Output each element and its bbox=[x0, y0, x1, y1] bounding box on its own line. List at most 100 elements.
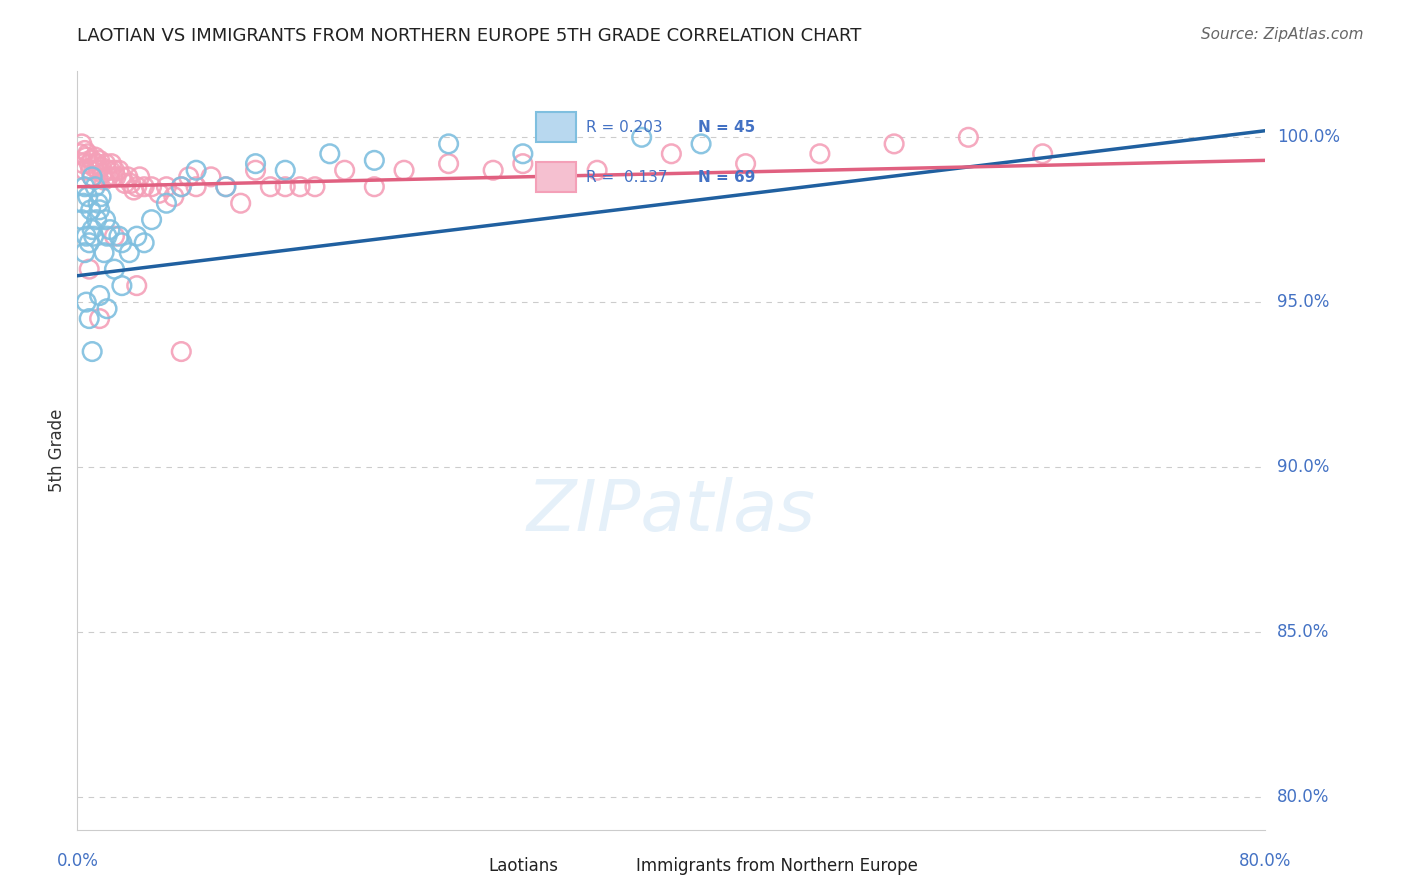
Point bbox=[90, 189, 112, 203]
Point bbox=[84, 150, 107, 164]
Point bbox=[186, 179, 208, 194]
Text: 80.0%: 80.0% bbox=[1277, 788, 1330, 805]
Point bbox=[134, 179, 156, 194]
Point bbox=[586, 163, 609, 178]
Point bbox=[97, 169, 120, 184]
Point bbox=[125, 229, 148, 244]
Point bbox=[77, 262, 100, 277]
Point bbox=[70, 212, 93, 227]
Point bbox=[93, 245, 115, 260]
Text: ZIPatlas: ZIPatlas bbox=[527, 476, 815, 546]
Point bbox=[77, 235, 100, 250]
Point bbox=[82, 169, 104, 184]
Point bbox=[229, 196, 252, 211]
Point bbox=[177, 169, 200, 184]
Point bbox=[82, 222, 104, 236]
Point bbox=[734, 156, 756, 170]
Point bbox=[333, 163, 356, 178]
Point bbox=[437, 156, 460, 170]
Text: Source: ZipAtlas.com: Source: ZipAtlas.com bbox=[1201, 27, 1364, 42]
Text: 90.0%: 90.0% bbox=[1277, 458, 1330, 476]
Point bbox=[75, 150, 97, 164]
Point bbox=[104, 169, 127, 184]
Point bbox=[96, 229, 118, 244]
Point bbox=[319, 146, 342, 161]
Point bbox=[120, 177, 142, 191]
Point bbox=[84, 179, 107, 194]
Point bbox=[122, 183, 145, 197]
Text: 85.0%: 85.0% bbox=[1277, 623, 1330, 640]
Text: 80.0%: 80.0% bbox=[1239, 853, 1292, 871]
Point bbox=[245, 163, 267, 178]
Point bbox=[77, 156, 100, 170]
Point bbox=[100, 156, 122, 170]
Point bbox=[117, 169, 139, 184]
Point bbox=[215, 179, 238, 194]
Point bbox=[89, 288, 111, 302]
Point bbox=[128, 169, 150, 184]
Point bbox=[96, 163, 118, 178]
Point bbox=[87, 163, 110, 178]
Point bbox=[103, 229, 125, 244]
Text: LAOTIAN VS IMMIGRANTS FROM NORTHERN EUROPE 5TH GRADE CORRELATION CHART: LAOTIAN VS IMMIGRANTS FROM NORTHERN EURO… bbox=[77, 27, 862, 45]
Point bbox=[134, 235, 156, 250]
Point bbox=[72, 196, 94, 211]
Point bbox=[103, 262, 125, 277]
Point bbox=[111, 278, 134, 293]
Point bbox=[82, 169, 104, 184]
Point bbox=[883, 136, 905, 151]
Point bbox=[90, 160, 112, 174]
Point bbox=[80, 163, 103, 178]
Point bbox=[957, 130, 980, 145]
Point bbox=[103, 163, 125, 178]
Point bbox=[111, 169, 134, 184]
Point bbox=[94, 212, 117, 227]
Text: 100.0%: 100.0% bbox=[1277, 128, 1340, 146]
Point bbox=[118, 245, 141, 260]
Point bbox=[288, 179, 311, 194]
Point bbox=[111, 235, 134, 250]
Point bbox=[82, 344, 104, 359]
Point bbox=[76, 146, 98, 161]
Point bbox=[245, 156, 267, 170]
Point bbox=[661, 146, 683, 161]
Point bbox=[630, 130, 652, 145]
Point bbox=[73, 245, 96, 260]
Point bbox=[200, 169, 222, 184]
Point bbox=[73, 144, 96, 158]
Point bbox=[108, 163, 131, 178]
Point bbox=[87, 196, 110, 211]
Point bbox=[101, 169, 124, 184]
Point bbox=[690, 136, 713, 151]
Point bbox=[274, 163, 297, 178]
Point bbox=[73, 179, 96, 194]
Point bbox=[1032, 146, 1054, 161]
Point bbox=[163, 189, 186, 203]
Point bbox=[89, 311, 111, 326]
Point bbox=[259, 179, 281, 194]
Point bbox=[215, 179, 238, 194]
Text: Laotians: Laotians bbox=[488, 857, 558, 875]
Point bbox=[96, 301, 118, 316]
Point bbox=[482, 163, 505, 178]
Text: 0.0%: 0.0% bbox=[56, 853, 98, 871]
Point bbox=[76, 189, 98, 203]
Point bbox=[82, 153, 104, 168]
Point bbox=[75, 229, 97, 244]
Y-axis label: 5th Grade: 5th Grade bbox=[48, 409, 66, 492]
Point bbox=[94, 156, 117, 170]
Point bbox=[512, 156, 534, 170]
Point bbox=[125, 278, 148, 293]
Text: 95.0%: 95.0% bbox=[1277, 293, 1330, 311]
Point bbox=[141, 212, 163, 227]
Point bbox=[125, 179, 148, 194]
Point bbox=[91, 167, 114, 181]
Point bbox=[89, 153, 111, 168]
Point bbox=[148, 186, 170, 201]
Point bbox=[141, 179, 163, 194]
Point bbox=[83, 160, 105, 174]
Point bbox=[86, 156, 108, 170]
Point bbox=[363, 179, 385, 194]
Point bbox=[73, 163, 96, 178]
Point bbox=[304, 179, 326, 194]
